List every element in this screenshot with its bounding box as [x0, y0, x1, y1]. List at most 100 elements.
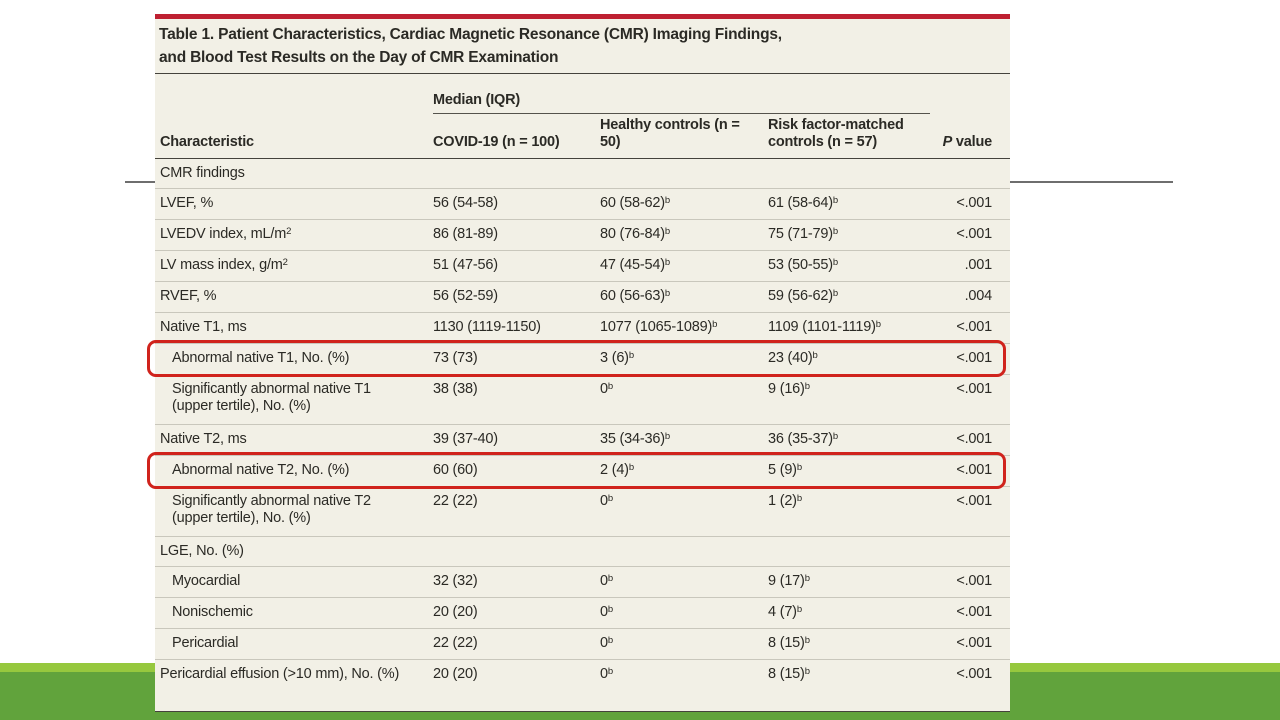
row-label: Native T2, ms — [160, 430, 247, 447]
value-cell: 1077 (1065-1089)b — [600, 318, 718, 335]
table-row: Pericardial effusion (>10 mm), No. (%) 20… — [155, 659, 1011, 711]
value-cell: 73 (73) — [433, 349, 478, 366]
value-cell: 60 (56-63)b — [600, 287, 670, 304]
row-label: Pericardial effusion (>10 mm), No. (%) — [160, 665, 400, 682]
value-cell: 20 (20) — [433, 603, 478, 620]
empty-cell — [930, 73, 1010, 113]
p-value-cell: <.001 — [956, 225, 993, 242]
p-value-cell: <.001 — [956, 194, 993, 211]
section-row: CMR findings — [155, 158, 1010, 188]
table-row: Pericardial 22 (22) 0b 8 (15)b <.001 — [155, 628, 1011, 659]
p-value-cell: <.001 — [956, 349, 993, 366]
table-row: Myocardial 32 (32) 0b 9 (17)b <.001 — [155, 566, 1011, 597]
table-row: Abnormal native T2, No. (%) 60 (60) 2 (4)b… — [155, 455, 1011, 486]
value-cell: 86 (81-89) — [433, 225, 498, 242]
row-label: Abnormal native T2, No. (%) — [172, 461, 350, 478]
p-value-cell: <.001 — [956, 318, 993, 335]
value-cell: 61 (58-64)b — [768, 194, 838, 211]
table-row: RVEF, % 56 (52-59) 60 (56-63)b 59 (56-62)b.… — [155, 281, 1011, 312]
value-cell: 22 (22) — [433, 492, 478, 509]
p-value-cell: .001 — [964, 256, 993, 273]
span-header: Median (IQR) — [433, 73, 931, 114]
value-cell: 35 (34-36)b — [600, 430, 670, 447]
value-cell: 60 (58-62)b — [600, 194, 670, 211]
p-value-cell: <.001 — [956, 665, 993, 682]
p-value-cell: <.001 — [956, 492, 993, 509]
value-cell: 8 (15)b — [768, 634, 810, 651]
group-header-row: Median (IQR) — [155, 73, 1010, 114]
p-value-cell: <.001 — [956, 572, 993, 589]
table-row: Nonischemic 20 (20) 0b 4 (7)b <.001 — [155, 597, 1011, 628]
value-cell: 0b — [600, 492, 613, 509]
value-cell: 20 (20) — [433, 665, 478, 682]
p-value-cell: <.001 — [956, 603, 993, 620]
value-cell: 0b — [600, 665, 613, 682]
row-label: Myocardial — [172, 572, 241, 589]
p-value-cell: <.001 — [956, 430, 993, 447]
table-row: LVEDV index, mL/m2 86 (81-89) 80 (76-84)b 7… — [155, 219, 1011, 250]
column-header: COVID-19 (n = 100) — [433, 134, 560, 151]
table-title-line2: and Blood Test Results on the Day of CMR… — [159, 48, 559, 66]
value-cell: 53 (50-55)b — [768, 256, 838, 273]
table-card: Table 1. Patient Characteristics, Cardia… — [155, 14, 1011, 712]
value-cell: 3 (6)b — [600, 349, 634, 366]
section-label: CMR findings — [160, 164, 245, 181]
value-cell: 4 (7)b — [768, 603, 802, 620]
value-cell: 36 (35-37)b — [768, 430, 838, 447]
table-row: Native T1, ms 1130 (1119-1150) 1077 (1065-… — [155, 312, 1011, 343]
value-cell: 9 (17)b — [768, 572, 810, 589]
column-header-row: Characteristic COVID-19 (n = 100) Healthy … — [155, 113, 1010, 158]
value-cell: 0b — [600, 634, 613, 651]
column-header: Characteristic — [160, 134, 254, 151]
p-value-cell: .004 — [964, 287, 993, 304]
p-value-cell: <.001 — [956, 461, 993, 478]
value-cell: 0b — [600, 603, 613, 620]
table-row: Significantly abnormal native T1 (upper … — [155, 374, 1011, 424]
table-row: Abnormal native T1, No. (%) 73 (73) 3 (6)b… — [155, 343, 1011, 374]
column-header: Risk factor-matched controls (n = 57) — [768, 116, 904, 151]
value-cell: 56 (52-59) — [433, 287, 498, 304]
empty-cell — [155, 73, 433, 113]
value-cell: 59 (56-62)b — [768, 287, 838, 304]
value-cell: 0b — [600, 380, 613, 397]
row-label: LVEF, % — [160, 194, 214, 211]
column-header: P value — [942, 134, 993, 151]
value-cell: 1 (2)b — [768, 492, 802, 509]
value-cell: 38 (38) — [433, 380, 478, 397]
table-row: Significantly abnormal native T2 (upper … — [155, 486, 1011, 536]
table-header: Median (IQR) Characteristic COVID-19 (n =… — [155, 73, 1011, 159]
value-cell: 75 (71-79)b — [768, 225, 838, 242]
value-cell: 1109 (1101-1119)b — [768, 318, 881, 335]
value-cell: 51 (47-56) — [433, 256, 498, 273]
value-cell: 8 (15)b — [768, 665, 810, 682]
value-cell: 39 (37-40) — [433, 430, 498, 447]
row-label: RVEF, % — [160, 287, 217, 304]
value-cell: 23 (40)b — [768, 349, 818, 366]
value-cell: 80 (76-84)b — [600, 225, 670, 242]
value-cell: 0b — [600, 572, 613, 589]
row-label: Significantly abnormal native T2 (upper … — [172, 492, 371, 527]
value-cell: 5 (9)b — [768, 461, 802, 478]
value-cell: 22 (22) — [433, 634, 478, 651]
value-cell: 60 (60) — [433, 461, 478, 478]
p-value-cell: <.001 — [956, 634, 993, 651]
row-label: Nonischemic — [172, 603, 253, 620]
table-title-line1: Table 1. Patient Characteristics, Cardia… — [159, 26, 782, 43]
value-cell: 32 (32) — [433, 572, 478, 589]
row-label: Pericardial — [172, 634, 239, 651]
value-cell: 2 (4)b — [600, 461, 634, 478]
value-cell: 9 (16)b — [768, 380, 810, 397]
table-row: LV mass index, g/m2 51 (47-56) 47 (45-54)b… — [155, 250, 1011, 281]
table-title: Table 1. Patient Characteristics, Cardia… — [155, 19, 1010, 73]
data-table: Median (IQR) Characteristic COVID-19 (n =… — [155, 72, 1011, 712]
value-cell: 47 (45-54)b — [600, 256, 670, 273]
table-row: Native T2, ms 39 (37-40) 35 (34-36)b 36 (35… — [155, 424, 1011, 455]
value-cell: 1130 (1119-1150) — [433, 318, 541, 335]
column-header: Healthy controls (n = 50) — [600, 116, 740, 151]
table-row: LVEF, % 56 (54-58) 60 (58-62)b 61 (58-64)b <… — [155, 188, 1011, 219]
row-label: Native T1, ms — [160, 318, 247, 335]
value-cell: 56 (54-58) — [433, 194, 498, 211]
row-label: Significantly abnormal native T1 (upper … — [172, 380, 371, 415]
table-accent-bar — [155, 14, 1010, 19]
